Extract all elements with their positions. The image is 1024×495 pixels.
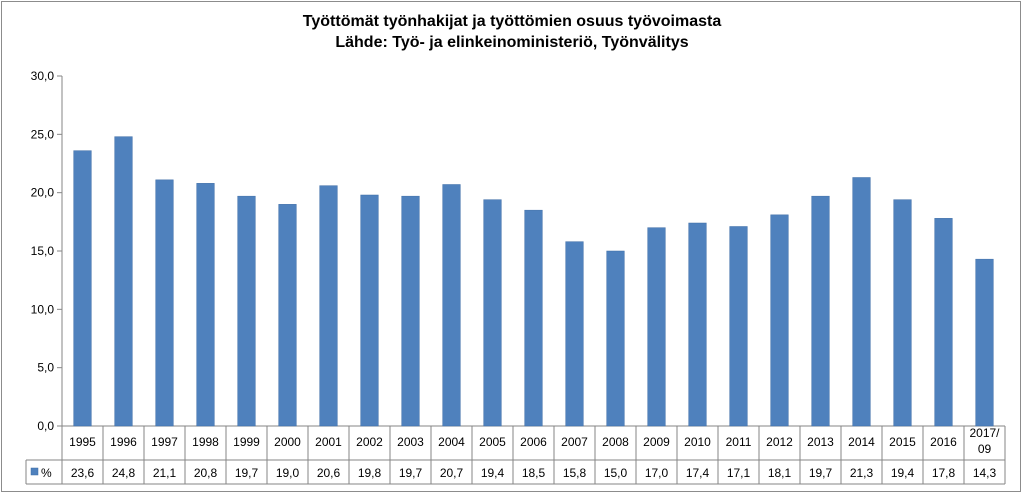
x-tick-label: 2014 — [848, 435, 875, 449]
data-table-value: 20,7 — [440, 466, 464, 480]
data-table-value: 17,8 — [932, 466, 956, 480]
x-tick-label: 1995 — [69, 435, 96, 449]
x-tick-label: 2015 — [889, 435, 916, 449]
x-tick-label: 2013 — [807, 435, 834, 449]
x-tick-label: 2006 — [520, 435, 547, 449]
data-table-value: 20,8 — [194, 466, 218, 480]
y-tick-label: 20,0 — [31, 186, 55, 200]
y-tick-label: 25,0 — [31, 127, 55, 141]
data-table-value: 17,1 — [727, 466, 751, 480]
bar-2016[interactable] — [934, 218, 953, 427]
data-table-value: 21,3 — [850, 466, 874, 480]
bar-2004[interactable] — [442, 184, 461, 427]
data-table-value: 21,1 — [153, 466, 177, 480]
x-tick-label: 2002 — [356, 435, 383, 449]
bar-2012[interactable] — [770, 214, 789, 427]
x-tick-label: 2017/ — [969, 426, 1000, 440]
bar-2011[interactable] — [729, 226, 748, 427]
bar-2006[interactable] — [524, 209, 543, 427]
data-table-value: 20,6 — [317, 466, 341, 480]
x-tick-label: 2012 — [766, 435, 793, 449]
x-tick-label: 1999 — [233, 435, 260, 449]
x-tick-label: 2011 — [726, 435, 752, 449]
bar-1998[interactable] — [196, 183, 215, 427]
data-table-value: 15,8 — [563, 466, 587, 480]
x-tick-label: 2009 — [643, 435, 670, 449]
data-table-value: 24,8 — [112, 466, 136, 480]
bar-2017-09[interactable] — [975, 258, 994, 427]
data-table-value: 19,7 — [809, 466, 833, 480]
y-tick-label: 5,0 — [37, 361, 54, 375]
x-tick-label: 2016 — [930, 435, 957, 449]
x-tick-label: 1997 — [151, 435, 178, 449]
y-tick-label: 30,0 — [31, 69, 55, 83]
legend-label: % — [41, 466, 52, 480]
y-tick-label: 0,0 — [37, 419, 54, 433]
bar-2007[interactable] — [565, 241, 584, 427]
data-table-value: 19,7 — [399, 466, 423, 480]
data-table-value: 14,3 — [973, 466, 997, 480]
bar-2003[interactable] — [401, 195, 420, 427]
chart-subtitle: Lähde: Työ- ja elinkeinoministeriö, Työn… — [335, 34, 689, 51]
legend-key — [30, 467, 39, 476]
data-table-value: 19,7 — [235, 466, 259, 480]
data-table-value: 15,0 — [604, 466, 628, 480]
x-tick-label: 2001 — [315, 435, 342, 449]
data-table-value: 17,4 — [686, 466, 710, 480]
bar-2015[interactable] — [893, 199, 912, 427]
y-tick-label: 10,0 — [31, 302, 55, 316]
y-tick-label: 15,0 — [31, 244, 55, 258]
bar-1996[interactable] — [114, 136, 133, 427]
x-tick-label: 2005 — [479, 435, 506, 449]
bar-2008[interactable] — [606, 250, 625, 427]
data-table-value: 19,4 — [481, 466, 505, 480]
data-table-value: 19,4 — [891, 466, 915, 480]
data-table-value: 18,5 — [522, 466, 546, 480]
chart-title: Työttömät työnhakijat ja työttömien osuu… — [302, 13, 722, 30]
bar-2009[interactable] — [647, 227, 666, 427]
data-table-value: 18,1 — [768, 466, 792, 480]
bar-2014[interactable] — [852, 177, 871, 427]
x-tick-label: 1996 — [110, 435, 137, 449]
bar-1997[interactable] — [155, 179, 174, 427]
bar-2013[interactable] — [811, 195, 830, 427]
data-table-value: 19,0 — [276, 466, 300, 480]
bar-2002[interactable] — [360, 194, 379, 427]
bar-2010[interactable] — [688, 222, 707, 427]
x-tick-label: 09 — [978, 442, 992, 456]
data-table-value: 23,6 — [71, 466, 95, 480]
x-tick-label: 2010 — [684, 435, 711, 449]
x-tick-label: 2003 — [397, 435, 424, 449]
bar-1995[interactable] — [73, 150, 92, 427]
data-table-value: 19,8 — [358, 466, 382, 480]
x-tick-label: 1998 — [192, 435, 219, 449]
bar-2005[interactable] — [483, 199, 502, 427]
x-tick-label: 2008 — [602, 435, 629, 449]
data-table-value: 17,0 — [645, 466, 669, 480]
x-tick-label: 2004 — [438, 435, 465, 449]
bar-1999[interactable] — [237, 195, 256, 427]
bar-2001[interactable] — [319, 185, 338, 427]
x-tick-label: 2007 — [561, 435, 588, 449]
bar-2000[interactable] — [278, 204, 297, 427]
x-tick-label: 2000 — [274, 435, 301, 449]
